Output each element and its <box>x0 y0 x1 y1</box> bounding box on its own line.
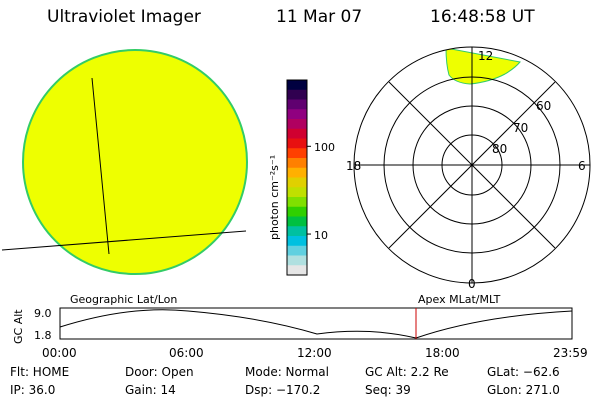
status-gc-alt: GC Alt: 2.2 Re <box>365 365 449 379</box>
status-ip: IP: 36.0 <box>10 383 56 397</box>
colorbar-segment <box>287 197 307 208</box>
apex-title: Apex MLat/MLT <box>418 293 501 306</box>
status-door: Door: Open <box>125 365 194 379</box>
colorbar-tick-10: 10 <box>314 229 328 242</box>
instrument-title: Ultraviolet Imager <box>47 7 201 27</box>
colorbar-segment <box>287 226 307 237</box>
colorbar-segment <box>287 158 307 169</box>
xtick-0600: 06:00 <box>169 346 204 360</box>
earth-disk <box>22 49 248 275</box>
lat-label-60: 60 <box>536 99 551 113</box>
colorbar-segment <box>287 265 307 276</box>
colorbar-segment <box>287 216 307 227</box>
status-seq: Seq: 39 <box>365 383 411 397</box>
terminator-line <box>1 230 247 251</box>
colorbar-segment <box>287 138 307 149</box>
colorbar-segment <box>287 167 307 179</box>
status-gain: Gain: 14 <box>125 383 176 397</box>
altitude-ytick-bottom: 1.8 <box>34 329 52 342</box>
colorbar-segment <box>287 80 307 91</box>
polar-diagonal-b <box>388 81 556 249</box>
colorbar-segment <box>287 236 307 247</box>
lat-label-70: 70 <box>513 121 528 135</box>
colorbar-unit-label: photon cm⁻²s⁻¹ <box>268 155 281 240</box>
status-filter: Flt: HOME <box>10 365 70 379</box>
altitude-curve <box>59 309 573 339</box>
time-label: 16:48:58 UT <box>430 7 535 27</box>
altitude-panel: Geographic Lat/Lon Apex MLat/MLT GC Alt … <box>12 293 588 360</box>
status-dsp: Dsp: −170.2 <box>245 383 321 397</box>
colorbar-segment <box>287 119 307 130</box>
colorbar-segment <box>287 148 307 159</box>
altitude-ylabel: GC Alt <box>12 309 25 344</box>
xtick-0000: 00:00 <box>42 346 77 360</box>
colorbar-segment <box>287 89 307 101</box>
meridian-line <box>91 77 110 255</box>
polar-plot: 12 18 6 0 80 70 60 <box>346 46 591 291</box>
mlt-label-12: 12 <box>478 49 493 63</box>
status-glat: GLat: −62.6 <box>487 365 560 379</box>
colorbar-segment <box>287 99 307 110</box>
colorbar-tick-100: 100 <box>314 141 335 154</box>
colorbar-frame <box>286 79 308 276</box>
geographic-disk-panel <box>1 49 248 275</box>
colorbar-segment <box>287 109 307 120</box>
xtick-1800: 18:00 <box>425 346 460 360</box>
altitude-ytick-top: 9.0 <box>34 307 52 320</box>
colorbar-segment <box>287 128 307 140</box>
xtick-1200: 12:00 <box>297 346 332 360</box>
mlt-label-6: 6 <box>578 159 586 173</box>
colorbar-segment <box>287 245 307 257</box>
mlt-label-18: 18 <box>346 159 361 173</box>
colorbar-segment <box>287 255 307 266</box>
aurora-oval-region <box>445 47 521 85</box>
geographic-title: Geographic Lat/Lon <box>70 293 177 306</box>
colorbar-segment <box>287 206 307 218</box>
altitude-plot-frame <box>59 307 573 340</box>
lat-label-80: 80 <box>492 142 507 156</box>
colorbar-segment <box>287 177 307 188</box>
colorbar <box>286 79 311 276</box>
colorbar-segment <box>287 187 307 198</box>
mlt-label-0: 0 <box>468 277 476 291</box>
date-label: 11 Mar 07 <box>276 7 363 27</box>
status-mode: Mode: Normal <box>245 365 329 379</box>
xtick-2359: 23:59 <box>553 346 588 360</box>
status-glon: GLon: 271.0 <box>487 383 560 397</box>
